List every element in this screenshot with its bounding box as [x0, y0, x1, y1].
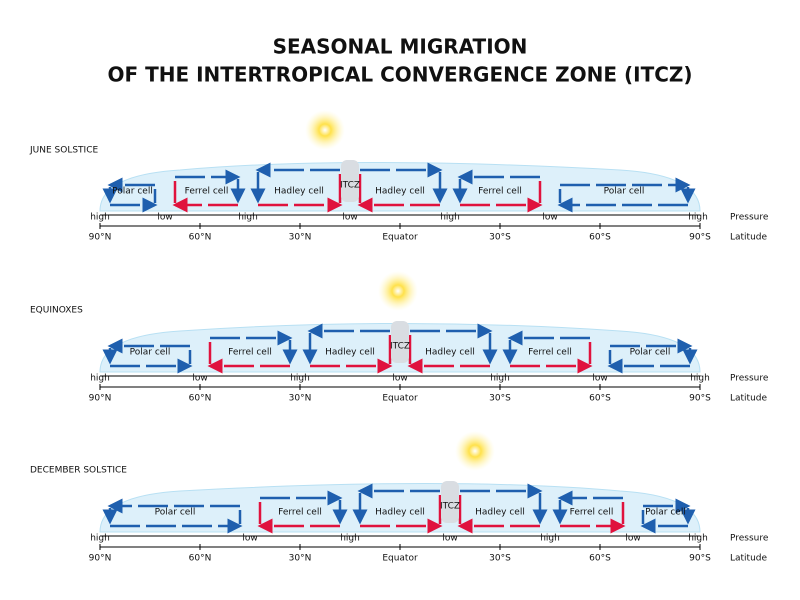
latitude-label: Equator [382, 394, 418, 404]
pressure-label: high [540, 534, 560, 544]
pressure-title: Pressure [730, 534, 769, 544]
panel-label: JUNE SOLSTICE [29, 146, 98, 156]
panel-label: EQUINOXES [30, 306, 83, 316]
cell-label: Polar cell [130, 348, 171, 358]
latitude-label: Equator [382, 233, 418, 243]
cell-label: Hadley cell [325, 348, 375, 358]
itcz-cloud [391, 321, 409, 363]
latitude-label: 60°S [589, 554, 611, 564]
cell-label: Polar cell [645, 508, 686, 518]
latitude-label: 90°S [689, 233, 711, 243]
itcz-cloud [341, 160, 359, 202]
pressure-label: high [690, 374, 710, 384]
pressure-label: high [490, 374, 510, 384]
pressure-label: low [392, 374, 407, 384]
pressure-label: high [90, 213, 110, 223]
latitude-title: Latitude [730, 233, 768, 243]
atmosphere [99, 162, 701, 212]
latitude-label: 30°S [489, 394, 511, 404]
sun [378, 271, 418, 311]
pressure-label: low [242, 534, 257, 544]
latitude-label: Equator [382, 554, 418, 564]
pressure-label: low [592, 374, 607, 384]
cell-label: Polar cell [112, 187, 153, 197]
sun [455, 431, 495, 471]
latitude-label: 30°N [289, 554, 312, 564]
pressure-label: high [688, 534, 708, 544]
latitude-title: Latitude [730, 394, 768, 404]
panel-label: DECEMBER SOLSTICE [30, 466, 127, 476]
pressure-label: high [340, 534, 360, 544]
pressure-label: high [688, 213, 708, 223]
pressure-label: high [290, 374, 310, 384]
pressure-label: high [90, 374, 110, 384]
cell-label: Hadley cell [274, 187, 324, 197]
pressure-label: high [440, 213, 460, 223]
cell-label: Ferrel cell [185, 187, 229, 197]
pressure-label: low [542, 213, 557, 223]
latitude-label: 90°N [89, 233, 112, 243]
pressure-label: low [625, 534, 640, 544]
latitude-label: 60°N [189, 554, 212, 564]
cell-label: Polar cell [155, 508, 196, 518]
latitude-label: 90°S [689, 394, 711, 404]
latitude-title: Latitude [730, 554, 768, 564]
cell-label: Ferrel cell [528, 348, 572, 358]
cell-label: Hadley cell [375, 508, 425, 518]
pressure-label: high [238, 213, 258, 223]
latitude-label: 30°S [489, 233, 511, 243]
cell-label: Ferrel cell [228, 348, 272, 358]
pressure-label: low [192, 374, 207, 384]
latitude-label: 90°N [89, 394, 112, 404]
cell-label: Hadley cell [475, 508, 525, 518]
latitude-label: 90°S [689, 554, 711, 564]
latitude-label: 30°N [289, 394, 312, 404]
latitude-label: 60°S [589, 233, 611, 243]
cell-label: Ferrel cell [278, 508, 322, 518]
latitude-label: 30°S [489, 554, 511, 564]
atmosphere [99, 483, 701, 533]
cell-label: Ferrel cell [570, 508, 614, 518]
sun [305, 110, 345, 150]
pressure-label: low [442, 534, 457, 544]
cell-label: Hadley cell [375, 187, 425, 197]
pressure-title: Pressure [730, 374, 769, 384]
pressure-label: low [342, 213, 357, 223]
pressure-title: Pressure [730, 213, 769, 223]
latitude-label: 60°N [189, 394, 212, 404]
latitude-label: 60°S [589, 394, 611, 404]
itcz-label: ITCZ [390, 342, 410, 352]
cell-label: Hadley cell [425, 348, 475, 358]
itcz-label: ITCZ [340, 181, 360, 191]
cell-label: Polar cell [604, 187, 645, 197]
cell-label: Polar cell [630, 348, 671, 358]
itcz-cloud [441, 481, 459, 523]
latitude-label: 60°N [189, 233, 212, 243]
latitude-label: 90°N [89, 554, 112, 564]
title-line: SEASONAL MIGRATION [273, 35, 528, 59]
itcz-label: ITCZ [440, 502, 460, 512]
pressure-label: low [157, 213, 172, 223]
latitude-label: 30°N [289, 233, 312, 243]
cell-label: Ferrel cell [478, 187, 522, 197]
pressure-label: high [90, 534, 110, 544]
panels: JUNE SOLSTICE Polar cell Ferrel cell Hadley… [29, 110, 769, 564]
title-line: OF THE INTERTROPICAL CONVERGENCE ZONE (I… [107, 63, 692, 87]
